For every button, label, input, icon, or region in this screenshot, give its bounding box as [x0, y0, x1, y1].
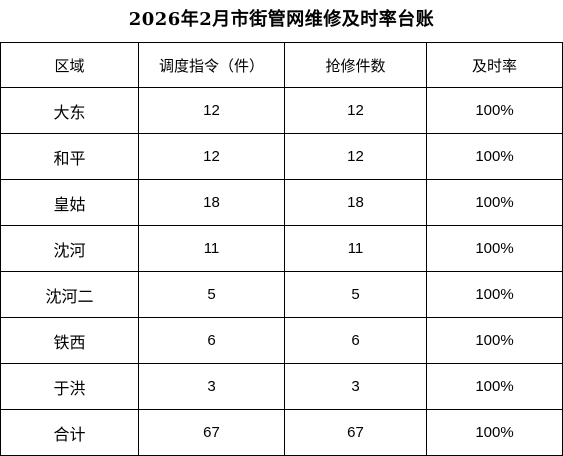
cell-rate: 100% [426, 271, 563, 318]
table-row: 和平 12 12 100% [0, 133, 563, 180]
cell-repairs: 5 [284, 271, 427, 318]
cell-region: 合计 [0, 409, 139, 456]
cell-dispatch: 3 [138, 363, 285, 410]
cell-dispatch: 11 [138, 225, 285, 272]
cell-repairs: 18 [284, 179, 427, 226]
cell-rate: 100% [426, 133, 563, 180]
header-region: 区域 [0, 42, 139, 88]
cell-rate: 100% [426, 409, 563, 456]
table-row: 大东 12 12 100% [0, 87, 563, 134]
cell-region: 和平 [0, 133, 139, 180]
repair-ledger-table: 区域 调度指令（件） 抢修件数 及时率 大东 12 12 100% 和平 12 … [0, 42, 563, 456]
header-dispatch-orders: 调度指令（件） [138, 42, 285, 88]
cell-rate: 100% [426, 225, 563, 272]
cell-rate: 100% [426, 87, 563, 134]
cell-repairs: 67 [284, 409, 427, 456]
cell-region: 于洪 [0, 363, 139, 410]
cell-rate: 100% [426, 179, 563, 226]
cell-dispatch: 12 [138, 87, 285, 134]
cell-dispatch: 67 [138, 409, 285, 456]
cell-region: 沈河二 [0, 271, 139, 318]
cell-region: 大东 [0, 87, 139, 134]
cell-repairs: 6 [284, 317, 427, 364]
cell-dispatch: 18 [138, 179, 285, 226]
header-timeliness-rate: 及时率 [426, 42, 563, 88]
table-total-row: 合计 67 67 100% [0, 409, 563, 456]
cell-region: 铁西 [0, 317, 139, 364]
cell-dispatch: 5 [138, 271, 285, 318]
table-header-row: 区域 调度指令（件） 抢修件数 及时率 [0, 42, 563, 88]
cell-repairs: 3 [284, 363, 427, 410]
cell-rate: 100% [426, 317, 563, 364]
cell-repairs: 11 [284, 225, 427, 272]
cell-region: 皇姑 [0, 179, 139, 226]
header-repair-count: 抢修件数 [284, 42, 427, 88]
page-title: 2026年2月市街管网维修及时率台账 [128, 9, 435, 30]
cell-dispatch: 6 [138, 317, 285, 364]
table-row: 沈河二 5 5 100% [0, 271, 563, 318]
cell-dispatch: 12 [138, 133, 285, 180]
table-row: 于洪 3 3 100% [0, 363, 563, 410]
table-row: 沈河 11 11 100% [0, 225, 563, 272]
table-row: 铁西 6 6 100% [0, 317, 563, 364]
cell-rate: 100% [426, 363, 563, 410]
cell-repairs: 12 [284, 87, 427, 134]
cell-region: 沈河 [0, 225, 139, 272]
table-row: 皇姑 18 18 100% [0, 179, 563, 226]
cell-repairs: 12 [284, 133, 427, 180]
